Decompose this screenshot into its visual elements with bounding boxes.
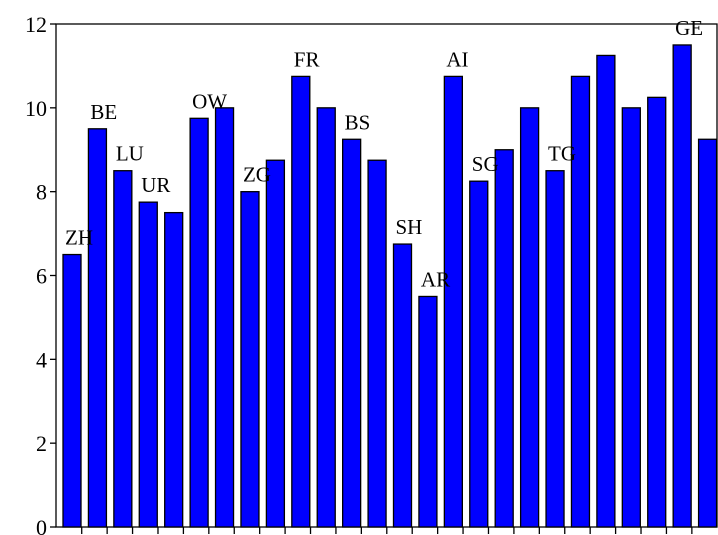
bar-label: OW — [192, 89, 227, 113]
bar — [367, 159, 387, 528]
y-tick-label: 4 — [36, 347, 47, 372]
bar — [443, 75, 463, 528]
bar — [494, 149, 514, 528]
bar-label: SG — [472, 152, 499, 176]
bar-label: ZH — [65, 226, 93, 250]
bar — [291, 75, 311, 528]
bar — [113, 170, 133, 528]
bar — [469, 180, 489, 528]
bar — [519, 107, 540, 528]
bar — [240, 191, 260, 528]
bar — [392, 243, 413, 528]
bar — [672, 44, 692, 528]
bar-label: UR — [141, 173, 170, 197]
bar — [342, 138, 362, 528]
bar-label: LU — [116, 142, 144, 166]
bars — [62, 44, 718, 528]
bar-labels: ZH BE LU UR OW ZG FR BS SH AR AI SG TG GE — [65, 16, 703, 292]
bar-label: BS — [345, 110, 371, 134]
bar-label: AR — [421, 267, 450, 291]
bar — [214, 107, 235, 528]
bar — [265, 159, 286, 528]
bar — [164, 211, 184, 528]
bar-label: BE — [90, 100, 117, 124]
bar — [647, 96, 667, 528]
y-tick-label: 2 — [36, 431, 47, 456]
bar — [138, 201, 158, 528]
bar-label: ZG — [243, 163, 271, 187]
bar — [596, 54, 616, 528]
y-tick-label: 0 — [36, 515, 47, 535]
bar-label: GE — [675, 16, 703, 40]
bar — [316, 107, 336, 528]
bar — [621, 107, 641, 528]
bar — [62, 253, 82, 528]
y-tick-label: 8 — [36, 180, 47, 205]
y-tick-label: 12 — [25, 12, 47, 37]
bar — [418, 295, 438, 528]
y-tick-label: 10 — [25, 96, 47, 121]
bar — [697, 138, 718, 528]
bar-label: AI — [446, 47, 468, 71]
y-axis: 0 2 4 6 8 10 12 — [25, 12, 56, 535]
y-tick-label: 6 — [36, 264, 47, 289]
bar — [545, 170, 565, 528]
bar-label: FR — [294, 47, 320, 71]
bar — [189, 117, 209, 528]
bar-label: SH — [396, 215, 423, 239]
bar — [570, 75, 591, 528]
bar-label: TG — [548, 142, 576, 166]
bar — [87, 128, 108, 528]
x-axis-ticks — [81, 527, 693, 534]
